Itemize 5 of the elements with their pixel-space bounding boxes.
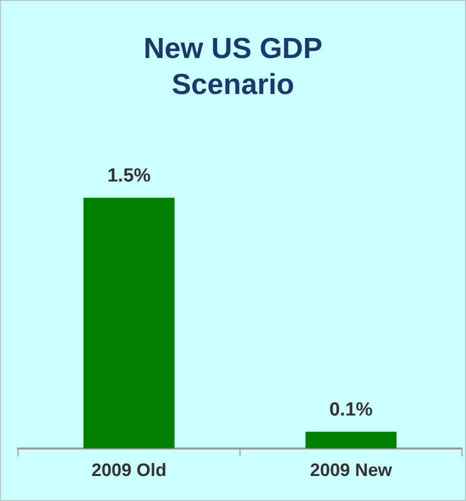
x-tick-label: 2009 New <box>310 460 394 480</box>
data-label: 1.5% <box>107 165 151 186</box>
chart-title: New US GDP Scenario <box>142 32 324 103</box>
x-tick-label: 2009 Old <box>91 460 167 480</box>
data-label: 0.1% <box>329 399 373 420</box>
